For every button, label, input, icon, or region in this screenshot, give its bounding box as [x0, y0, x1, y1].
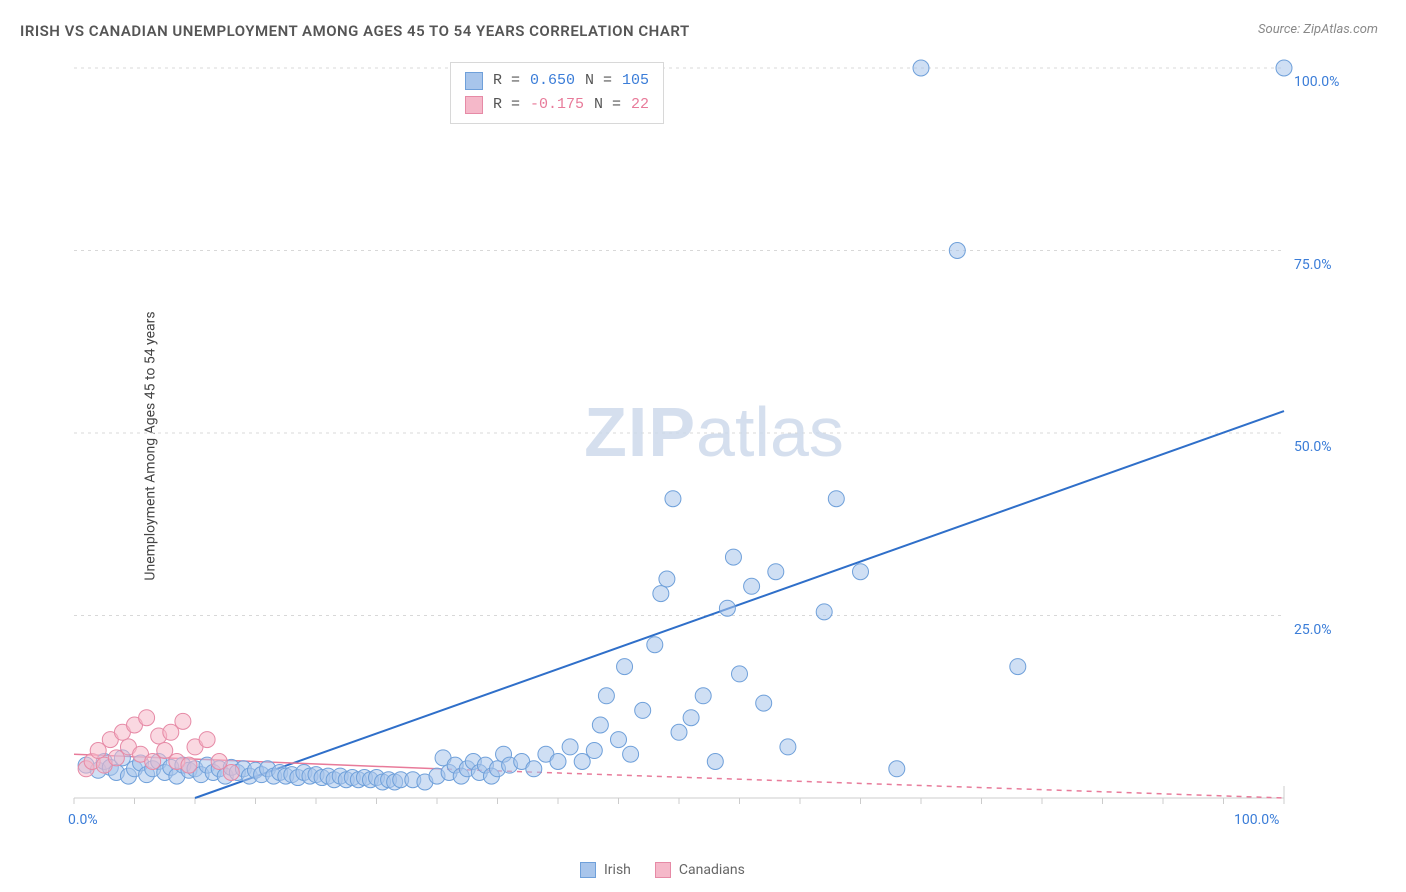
y-tick-label: 75.0%	[1294, 257, 1332, 273]
stats-r-label: R =	[493, 69, 520, 93]
stats-n-value: 22	[631, 93, 649, 117]
legend-swatch-canadians	[655, 862, 671, 878]
x-tick-label: 100.0%	[1234, 812, 1279, 828]
legend-label: Irish	[604, 862, 631, 878]
legend-item-canadians: Canadians	[655, 862, 745, 878]
plot-svg	[64, 58, 1364, 838]
legend-label: Canadians	[679, 862, 745, 878]
stats-swatch-irish	[465, 72, 483, 90]
x-tick-label: 0.0%	[68, 812, 98, 828]
y-tick-label: 25.0%	[1294, 622, 1332, 638]
stats-n-value: 105	[622, 69, 649, 93]
y-tick-label: 100.0%	[1294, 74, 1339, 90]
stats-r-label: R =	[493, 93, 520, 117]
stats-n-label: N =	[594, 93, 621, 117]
stats-row-irish: R = 0.650 N = 105	[465, 69, 649, 93]
stats-row-canadians: R = -0.175 N = 22	[465, 93, 649, 117]
stats-r-value: 0.650	[530, 69, 575, 93]
legend-swatch-irish	[580, 862, 596, 878]
chart-title: IRISH VS CANADIAN UNEMPLOYMENT AMONG AGE…	[20, 22, 690, 40]
legend-item-irish: Irish	[580, 862, 631, 878]
correlation-stats-box: R = 0.650 N = 105 R = -0.175 N = 22	[450, 62, 664, 124]
scatter-plot: ZIPatlas	[64, 58, 1364, 838]
y-tick-label: 50.0%	[1294, 439, 1332, 455]
stats-n-label: N =	[585, 69, 612, 93]
legend: Irish Canadians	[580, 862, 745, 878]
source-attribution: Source: ZipAtlas.com	[1258, 22, 1378, 37]
stats-swatch-canadians	[465, 96, 483, 114]
stats-r-value: -0.175	[530, 93, 584, 117]
